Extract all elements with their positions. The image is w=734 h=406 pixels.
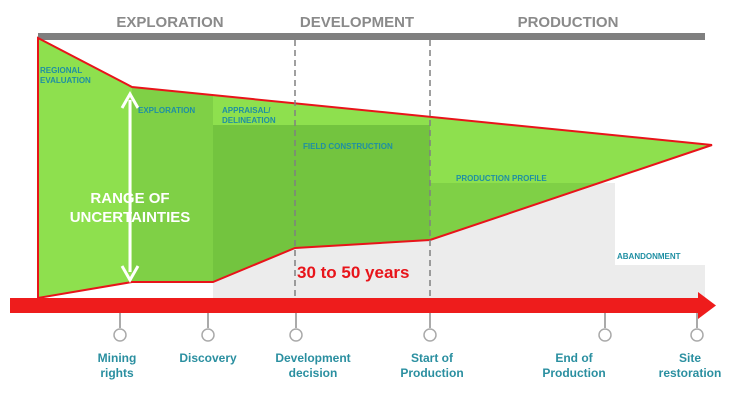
- milestone-label: End of: [555, 351, 593, 365]
- bg-step: [615, 265, 705, 299]
- stage-label: ABANDONMENT: [617, 252, 681, 261]
- milestone: [201, 328, 215, 342]
- stage-label: DELINEATION: [222, 116, 276, 125]
- range-label: RANGE OF: [90, 190, 169, 207]
- milestone-label: rights: [100, 366, 134, 380]
- stage-label: FIELD CONSTRUCTION: [303, 142, 393, 151]
- milestone-label: Discovery: [179, 351, 237, 365]
- milestone-label: restoration: [659, 366, 722, 380]
- stage-label: REGIONAL: [40, 66, 82, 75]
- labels: EXPLORATION DEVELOPMENT PRODUCTION REGIONAL…: [40, 14, 721, 380]
- phase-label: EXPLORATION: [116, 14, 223, 31]
- stage-label: APPRAISAL/: [222, 106, 271, 115]
- milestone-label: Production: [542, 366, 605, 380]
- milestone: [598, 328, 612, 342]
- milestone-label: Start of: [411, 351, 454, 365]
- milestone: [690, 328, 704, 342]
- milestone: [289, 328, 303, 342]
- timeline-head: [698, 292, 716, 319]
- phase-bar: [38, 33, 705, 40]
- arrow-head: [120, 90, 140, 109]
- phase-label: DEVELOPMENT: [300, 14, 414, 31]
- milestone-label: Production: [400, 366, 463, 380]
- milestone-label: decision: [289, 366, 338, 380]
- milestone: [113, 328, 127, 342]
- duration: 30 to 50 years: [297, 263, 409, 282]
- shade: [132, 80, 213, 298]
- stage-label: EXPLORATION: [138, 106, 195, 115]
- milestone: [423, 328, 437, 342]
- milestone-label: Site: [679, 351, 701, 365]
- range-label: UNCERTAINTIES: [70, 209, 191, 226]
- arrow-head: [120, 265, 140, 284]
- milestone-label: Development: [275, 351, 350, 365]
- stage-label: EVALUATION: [40, 76, 91, 85]
- stage-label: PRODUCTION PROFILE: [456, 174, 547, 183]
- phase-label: PRODUCTION: [518, 14, 619, 31]
- timeline: [10, 298, 700, 313]
- milestone-label: Mining: [98, 351, 137, 365]
- area-outline: [37, 36, 713, 300]
